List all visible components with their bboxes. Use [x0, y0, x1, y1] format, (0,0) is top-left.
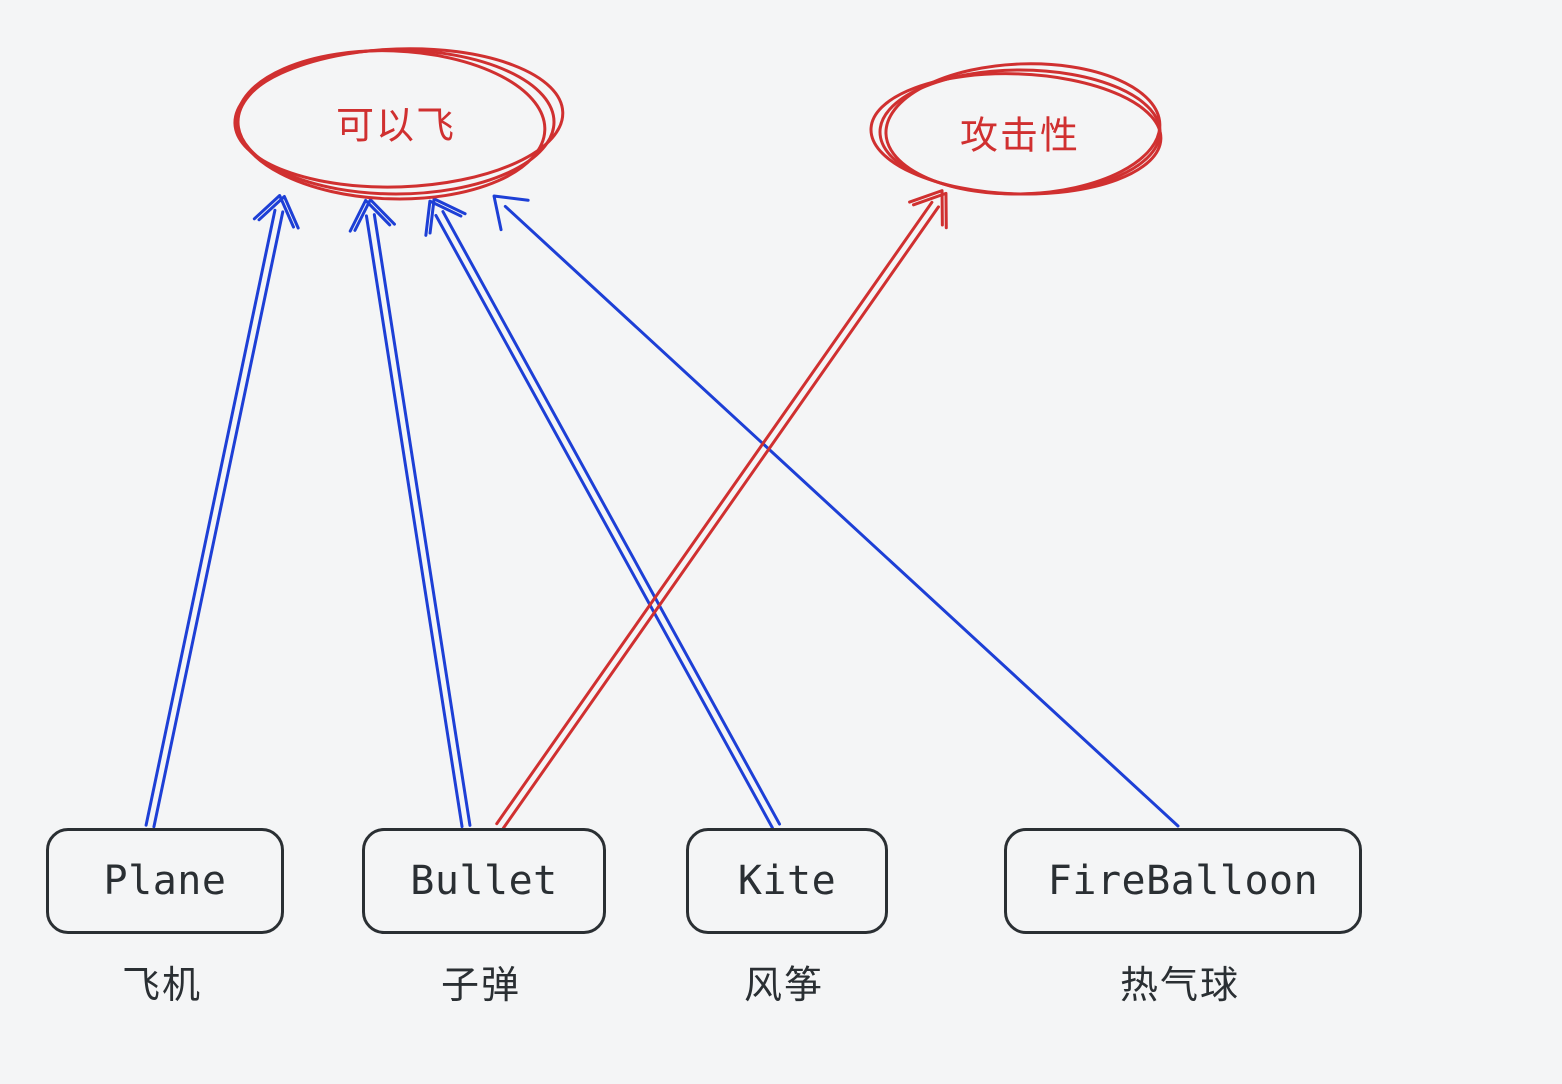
box-plane: Plane: [46, 828, 284, 934]
box-label-plane: Plane: [104, 858, 227, 904]
box-label-fireballoon: FireBalloon: [1048, 858, 1318, 904]
arrow-plane-fly: [146, 196, 298, 827]
box-label-kite: Kite: [738, 858, 836, 904]
ellipse-label-attack: 攻击性: [960, 105, 1080, 160]
box-sublabel-plane: 飞机: [122, 954, 202, 1009]
arrow-bullet-attack: [497, 191, 947, 829]
diagram-stage: 可以飞 攻击性 Plane 飞机 Bullet 子弹 Kite 风筝 FireBalloon 热气…: [0, 0, 1562, 1084]
box-sublabel-fireballoon: 热气球: [1120, 954, 1240, 1009]
box-kite: Kite: [686, 828, 888, 934]
box-label-bullet: Bullet: [410, 858, 558, 904]
ellipse-label-fly: 可以飞: [336, 95, 456, 150]
box-sublabel-kite: 风筝: [744, 954, 824, 1009]
arrow-kite-fly: [426, 199, 780, 828]
box-bullet: Bullet: [362, 828, 606, 934]
arrow-fireballoon-fly: [494, 196, 1178, 826]
box-fireballoon: FireBalloon: [1004, 828, 1362, 934]
arrow-bullet-fly: [350, 200, 470, 827]
box-sublabel-bullet: 子弹: [441, 954, 521, 1009]
